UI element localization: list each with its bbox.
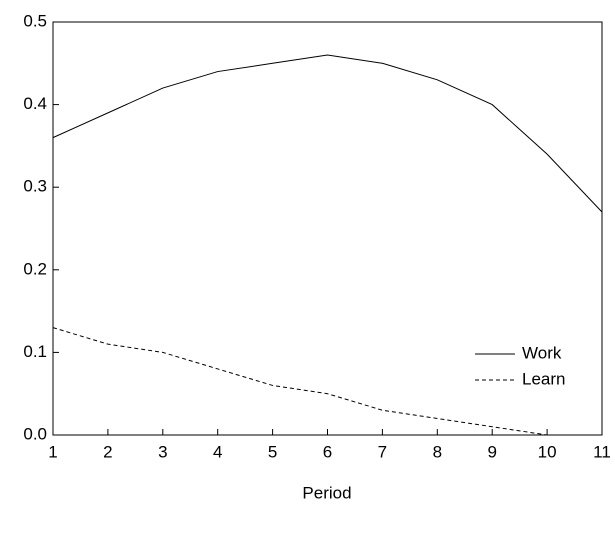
x-tick-label: 6 [323,442,332,461]
y-tick-label: 0.5 [23,11,47,30]
legend-label: Work [522,343,562,362]
data-line [52,54,603,213]
x-axis-label: Period [302,483,351,502]
y-tick-label: 0.3 [23,177,47,196]
y-tick-label: 0.0 [23,424,47,443]
y-tick-label: 0.2 [23,259,47,278]
x-tick-label: 8 [433,442,442,461]
x-tick-label: 7 [378,442,387,461]
x-tick-label: 10 [538,442,557,461]
y-tick-label: 0.4 [23,94,47,113]
x-tick-label: 2 [103,442,112,461]
legend-label: Learn [522,369,565,388]
data-line [52,327,602,436]
x-tick-label: 5 [268,442,277,461]
x-tick-label: 11 [593,442,611,461]
x-tick-label: 3 [158,442,167,461]
x-tick-label: 4 [213,442,222,461]
y-tick-label: 0.1 [23,342,47,361]
x-tick-label: 9 [487,442,496,461]
plot-frame [52,21,603,436]
x-tick-label: 1 [48,442,57,461]
